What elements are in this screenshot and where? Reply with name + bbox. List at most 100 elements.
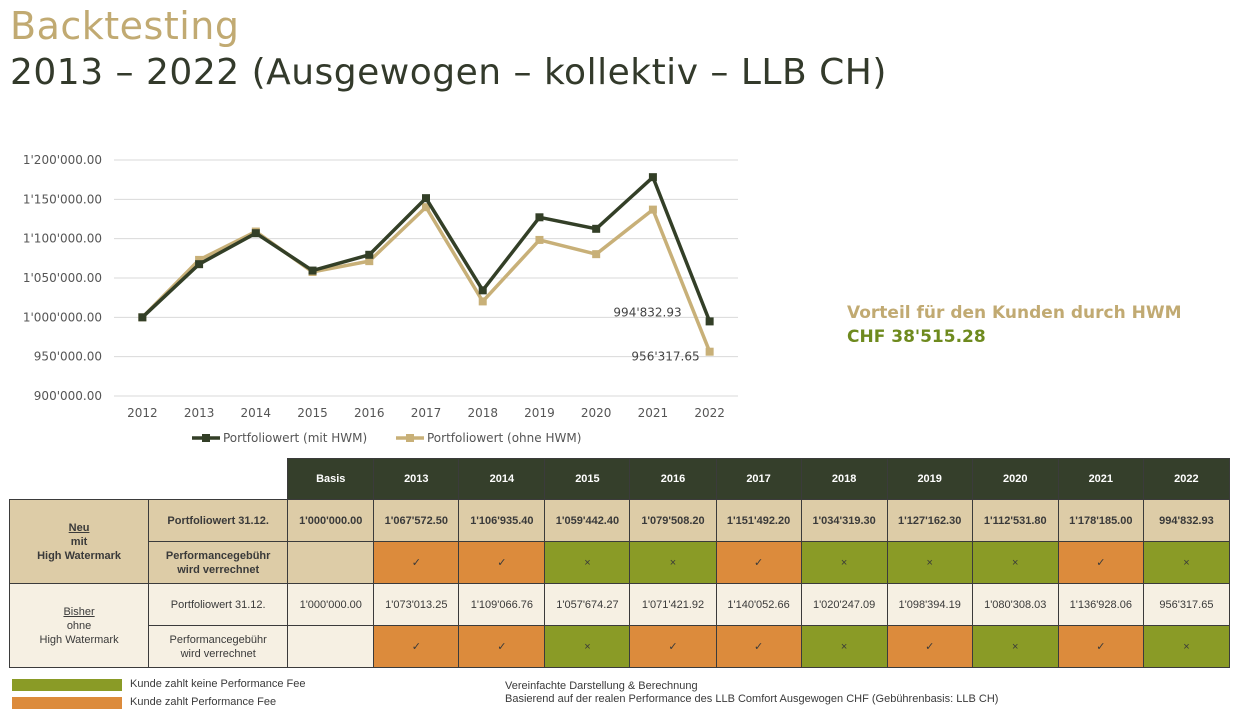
table-cell: 1'109'066.76 — [458, 583, 546, 626]
table-cell: 1'071'421.92 — [629, 583, 717, 626]
legend-marker — [202, 434, 210, 442]
x-tick-label: 2018 — [467, 406, 498, 420]
data-point — [648, 173, 657, 182]
fee-cell: × — [544, 625, 631, 668]
data-point — [535, 213, 544, 222]
table-cell: 1'079'508.20 — [629, 499, 717, 542]
table-cell: 1'034'319.30 — [800, 499, 888, 542]
data-point — [422, 194, 430, 203]
table-cell: 1'080'308.03 — [971, 583, 1059, 626]
fee-cell: × — [971, 625, 1059, 668]
series-line — [141, 205, 712, 353]
data-point — [195, 260, 204, 269]
table-cell: 1'000'000.00 — [287, 499, 375, 542]
advantage-value: CHF 38'515.28 — [847, 327, 986, 347]
y-tick-label: 1'100'000.00 — [23, 232, 102, 246]
data-point — [535, 235, 544, 244]
data-point — [705, 347, 714, 356]
page-subtitle: 2013 – 2022 (Ausgewogen – kollektiv – LL… — [10, 52, 887, 93]
fee-cell: ✓ — [1057, 625, 1144, 668]
x-tick-label: 2019 — [524, 406, 555, 420]
y-tick-label: 1'000'000.00 — [23, 310, 102, 324]
data-point — [648, 205, 657, 214]
table-cell: 1'140'052.66 — [715, 583, 802, 626]
backtest-table: Basis 2013 2014 2015 2016 2017 2018 2019… — [8, 458, 1231, 668]
fee-cell: × — [544, 541, 631, 584]
advantage-label: Vorteil für den Kunden durch HWM — [847, 303, 1182, 323]
x-tick-label: 2020 — [581, 406, 612, 420]
col-header: Basis — [287, 458, 375, 500]
table-cell: 1'098'394.19 — [886, 583, 973, 626]
fee-cell: ✓ — [715, 541, 802, 584]
table-header-row: Basis 2013 2014 2015 2016 2017 2018 2019… — [9, 458, 1231, 500]
data-point — [195, 255, 204, 264]
row-label: Portfoliowert 31.12. — [148, 583, 289, 626]
group-label-neu: Neu mit High Watermark — [8, 499, 150, 584]
y-tick-label: 1'050'000.00 — [23, 271, 102, 285]
x-tick-label: 2012 — [127, 406, 158, 420]
table-cell: 1'073'013.25 — [373, 583, 460, 626]
data-point — [251, 229, 260, 238]
table-cell: 1'151'492.20 — [715, 499, 802, 542]
fee-cell: × — [800, 625, 888, 668]
data-label: 994'832.93 — [613, 305, 681, 319]
x-tick-label: 2013 — [184, 406, 215, 420]
fee-cell: × — [800, 541, 888, 584]
table-cell: 1'020'247.09 — [800, 583, 888, 626]
fee-cell: ✓ — [886, 625, 973, 668]
x-tick-label: 2014 — [241, 406, 272, 420]
table-cell: 1'136'928.06 — [1057, 583, 1144, 626]
note-line-1: Vereinfachte Darstellung & Berechnung — [505, 680, 698, 692]
table-cell: 1'127'162.30 — [886, 499, 973, 542]
fee-cell: × — [629, 541, 717, 584]
table-cell: 1'059'442.40 — [544, 499, 631, 542]
legend-label: Portfoliowert (mit HWM) — [223, 431, 367, 445]
data-label: 956'317.65 — [631, 350, 699, 364]
x-tick-label: 2022 — [694, 406, 725, 420]
col-header: 2014 — [458, 458, 546, 500]
group-label-bisher: Bisher ohne High Watermark — [8, 583, 150, 668]
data-point — [705, 317, 714, 326]
table-row-neu-value: Neu mit High Watermark Portfoliowert 31.… — [8, 499, 1231, 584]
fee-cell: ✓ — [373, 625, 460, 668]
fee-cell: ✓ — [458, 541, 546, 584]
col-header: 2015 — [544, 458, 631, 500]
data-point — [592, 224, 601, 233]
row-label: Portfoliowert 31.12. — [148, 499, 289, 542]
data-point — [365, 250, 374, 259]
data-point — [422, 203, 430, 212]
y-tick-label: 1'200'000.00 — [23, 153, 102, 167]
table-cell: 1'067'572.50 — [373, 499, 460, 542]
fee-cell: × — [1142, 541, 1231, 584]
fee-cell: ✓ — [715, 625, 802, 668]
table-cell: 1'000'000.00 — [287, 583, 375, 626]
page-title: Backtesting — [10, 4, 240, 48]
legend-marker — [406, 434, 414, 442]
fee-cell — [287, 541, 375, 584]
col-header: 2013 — [373, 458, 460, 500]
col-header: 2020 — [971, 458, 1059, 500]
data-point — [365, 257, 374, 266]
legend-label-no-fee: Kunde zahlt keine Performance Fee — [130, 678, 306, 690]
fee-cell: × — [886, 541, 973, 584]
legend-swatch-no-fee — [12, 679, 122, 691]
table-row-neu-fee: Performancegebühr wird verrechnet ✓ ✓ × … — [10, 541, 1231, 584]
col-header: 2021 — [1057, 458, 1144, 500]
col-header: 2022 — [1142, 458, 1231, 500]
x-tick-label: 2021 — [638, 406, 669, 420]
table-row-bisher-fee: Performancegebühr wird verrechnet ✓ ✓ × … — [10, 625, 1231, 668]
fee-cell: ✓ — [458, 625, 546, 668]
x-tick-label: 2015 — [297, 406, 328, 420]
col-header: 2017 — [715, 458, 802, 500]
legend-swatch-fee — [12, 697, 122, 709]
legend-label: Portfoliowert (ohne HWM) — [427, 431, 581, 445]
fee-cell: × — [1142, 625, 1231, 668]
data-point — [478, 297, 487, 306]
fee-cell: ✓ — [629, 625, 717, 668]
col-header: 2019 — [886, 458, 973, 500]
table-cell: 994'832.93 — [1142, 499, 1231, 542]
table-cell: 1'112'531.80 — [971, 499, 1059, 542]
note-line-2: Basierend auf der realen Performance des… — [505, 693, 999, 705]
table-cell: 1'106'935.40 — [458, 499, 546, 542]
table-row-bisher-value: Bisher ohne High Watermark Portfoliowert… — [8, 583, 1231, 668]
